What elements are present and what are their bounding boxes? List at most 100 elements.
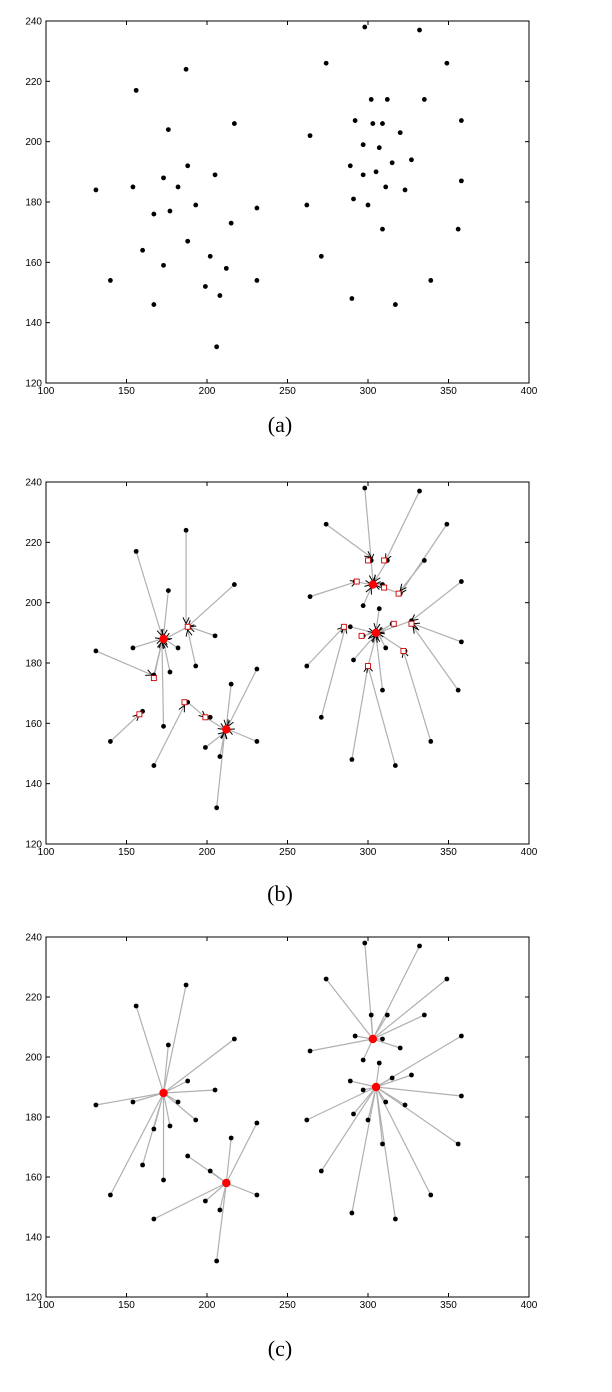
data-point	[318, 714, 324, 720]
assignment-line	[226, 1182, 258, 1196]
data-point	[304, 1117, 310, 1123]
arrow-line	[367, 665, 396, 766]
y-tick-label: 180	[25, 1113, 42, 1124]
assignment-line	[375, 1074, 412, 1088]
arrow-line	[325, 523, 372, 558]
y-tick-label: 140	[25, 318, 42, 329]
data-point	[347, 163, 353, 169]
data-point	[161, 1177, 166, 1183]
data-point	[214, 805, 220, 811]
arrow-line	[370, 560, 374, 582]
data-point	[318, 1168, 324, 1174]
data-point	[458, 579, 464, 584]
assignment-line	[225, 1122, 258, 1184]
data-point	[202, 745, 208, 750]
data-point	[175, 645, 181, 651]
arrow-line	[187, 629, 197, 667]
arrow-line	[364, 487, 372, 561]
assignment-line	[372, 978, 448, 1040]
cluster-center-point	[368, 1034, 378, 1044]
assignment-line	[162, 1044, 169, 1094]
data-point	[370, 121, 376, 126]
data-point	[165, 1042, 171, 1048]
assignment-line	[372, 1014, 425, 1040]
data-point	[455, 226, 461, 232]
data-point	[368, 97, 374, 102]
data-point	[151, 211, 157, 217]
scatter-plot-a: 100 150 200 250 300 350 400 120 140 160 180 200 220 2…	[25, 17, 538, 398]
data-point	[167, 669, 173, 675]
data-point	[428, 278, 434, 283]
data-point	[368, 1012, 374, 1018]
x-tick-label: 350	[440, 1300, 457, 1311]
data-point	[376, 1060, 382, 1066]
data-point	[428, 1192, 434, 1198]
data-point	[165, 127, 171, 132]
data-point	[193, 663, 199, 669]
data-point	[212, 633, 218, 639]
intermediate-point-marker	[381, 557, 388, 564]
data-point	[193, 1117, 199, 1123]
arrow-line	[227, 728, 258, 742]
x-tick-label: 400	[521, 386, 538, 397]
intermediate-point-marker	[365, 557, 371, 564]
x-tick-label: 350	[440, 386, 457, 397]
arrow-line	[187, 584, 235, 628]
arrow-head	[399, 583, 407, 592]
data-point	[93, 1102, 99, 1108]
data-point	[130, 184, 136, 190]
assignment-line	[204, 1182, 227, 1202]
data-point	[417, 488, 422, 494]
cluster-center-point	[371, 1082, 381, 1092]
cluster-center-point	[159, 634, 168, 644]
data-point	[349, 757, 355, 762]
data-point	[140, 247, 146, 253]
data-point	[108, 1192, 113, 1198]
data-point	[444, 60, 450, 66]
assignment-line	[325, 978, 374, 1040]
assignment-line	[351, 1086, 377, 1214]
data-point	[228, 1135, 234, 1141]
assignment-line	[350, 1080, 377, 1088]
assignment-line	[375, 1086, 396, 1220]
arrow-line	[377, 623, 393, 634]
data-point	[133, 548, 139, 554]
data-point	[254, 205, 260, 211]
data-point	[455, 687, 461, 693]
arrow-line	[187, 701, 206, 718]
data-point	[175, 184, 181, 190]
arrow-head	[178, 704, 185, 713]
data-point	[217, 1207, 223, 1213]
data-point	[202, 284, 208, 289]
data-point	[223, 265, 229, 271]
y-tick-label: 200	[25, 137, 42, 148]
x-tick-label: 100	[38, 847, 55, 858]
assignment-line	[353, 1086, 377, 1115]
caption-c: (c)	[267, 1336, 293, 1361]
intermediate-point-marker	[365, 663, 371, 669]
intermediate-point-marker	[358, 632, 365, 639]
data-point	[307, 1048, 313, 1054]
intermediate-point-marker	[184, 623, 191, 630]
arrow-line	[309, 580, 357, 598]
y-tick-label: 180	[25, 659, 42, 670]
data-point	[362, 485, 368, 491]
cluster-center-point	[371, 628, 381, 638]
data-point	[175, 1099, 181, 1105]
arrow-line	[189, 626, 216, 637]
y-tick-label: 120	[25, 379, 42, 390]
data-point	[207, 1168, 213, 1174]
data-point	[428, 739, 434, 744]
data-point	[458, 1033, 464, 1039]
intermediate-point-marker	[181, 699, 188, 706]
data-point	[318, 253, 324, 259]
data-point	[207, 253, 213, 259]
data-point	[360, 142, 366, 148]
assignment-line	[153, 1182, 227, 1220]
data-point	[108, 278, 113, 283]
data-point	[421, 1012, 427, 1018]
data-point	[140, 1162, 146, 1168]
data-point	[304, 202, 310, 208]
x-tick-label: 300	[360, 847, 377, 858]
assignment-line	[375, 1086, 432, 1196]
